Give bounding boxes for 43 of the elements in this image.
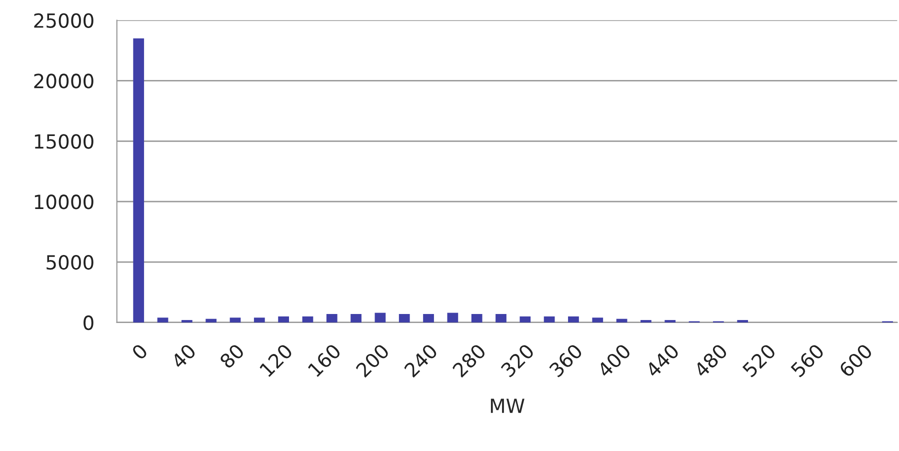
bar <box>447 312 458 322</box>
x-tick-label: 560 <box>790 343 825 378</box>
bar <box>157 318 168 322</box>
bar <box>254 318 265 322</box>
x-tick-label: 0 <box>131 343 148 360</box>
bar <box>326 314 338 322</box>
y-tick-label: 10000 <box>34 194 94 210</box>
bar <box>568 316 579 322</box>
bar <box>520 316 531 322</box>
bar <box>278 316 289 322</box>
bar <box>398 314 410 322</box>
bar <box>544 316 555 322</box>
x-tick-label: 360 <box>548 343 584 378</box>
bar <box>350 314 362 322</box>
x-tick-label: 120 <box>259 343 294 378</box>
x-axis-title: MW <box>490 398 524 413</box>
y-tick-label: 5000 <box>46 254 94 270</box>
bar <box>374 312 386 322</box>
x-tick-label: 200 <box>355 343 390 378</box>
y-tick-label: 25000 <box>34 13 94 28</box>
bar <box>206 318 217 322</box>
bar <box>471 314 482 322</box>
y-tick-label: 15000 <box>34 134 94 149</box>
x-tick-label: 480 <box>693 343 728 378</box>
x-tick-label: 520 <box>742 343 776 378</box>
bar <box>592 318 604 322</box>
bar <box>496 314 506 322</box>
y-tick-label: 20000 <box>34 74 94 88</box>
bar <box>133 38 144 322</box>
x-tick-label: 280 <box>452 343 487 378</box>
x-tick-label: 40 <box>170 343 197 370</box>
x-tick-label: 320 <box>500 343 535 378</box>
x-tick-label: 160 <box>307 343 342 378</box>
bar <box>423 314 434 322</box>
x-tick-label: 600 <box>838 343 874 378</box>
x-tick-label: 80 <box>218 343 245 370</box>
bar <box>230 318 241 322</box>
x-tick-label: 240 <box>404 343 438 378</box>
x-tick-label: 400 <box>596 343 632 378</box>
x-tick-label: 440 <box>644 343 680 378</box>
y-tick-label: 0 <box>84 315 94 330</box>
bar <box>616 318 628 322</box>
bar <box>302 316 314 322</box>
